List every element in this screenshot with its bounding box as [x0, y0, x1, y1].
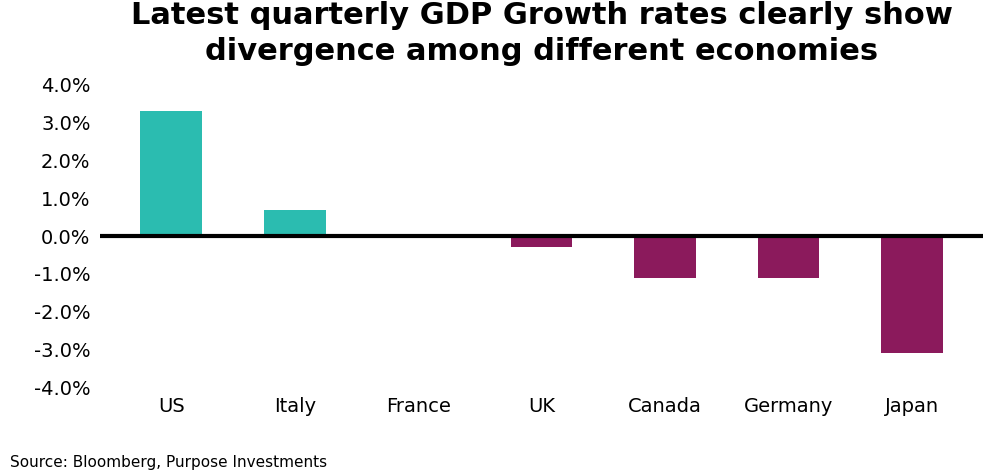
Bar	[140, 111, 202, 236]
Bar	[264, 210, 326, 236]
Text: Source: Bloomberg, Purpose Investments: Source: Bloomberg, Purpose Investments	[10, 455, 327, 470]
Bar	[880, 236, 942, 353]
Bar	[510, 236, 572, 247]
Bar	[757, 236, 819, 278]
Bar	[633, 236, 695, 278]
Title: Latest quarterly GDP Growth rates clearly show
divergence among different econom: Latest quarterly GDP Growth rates clearl…	[130, 1, 952, 66]
